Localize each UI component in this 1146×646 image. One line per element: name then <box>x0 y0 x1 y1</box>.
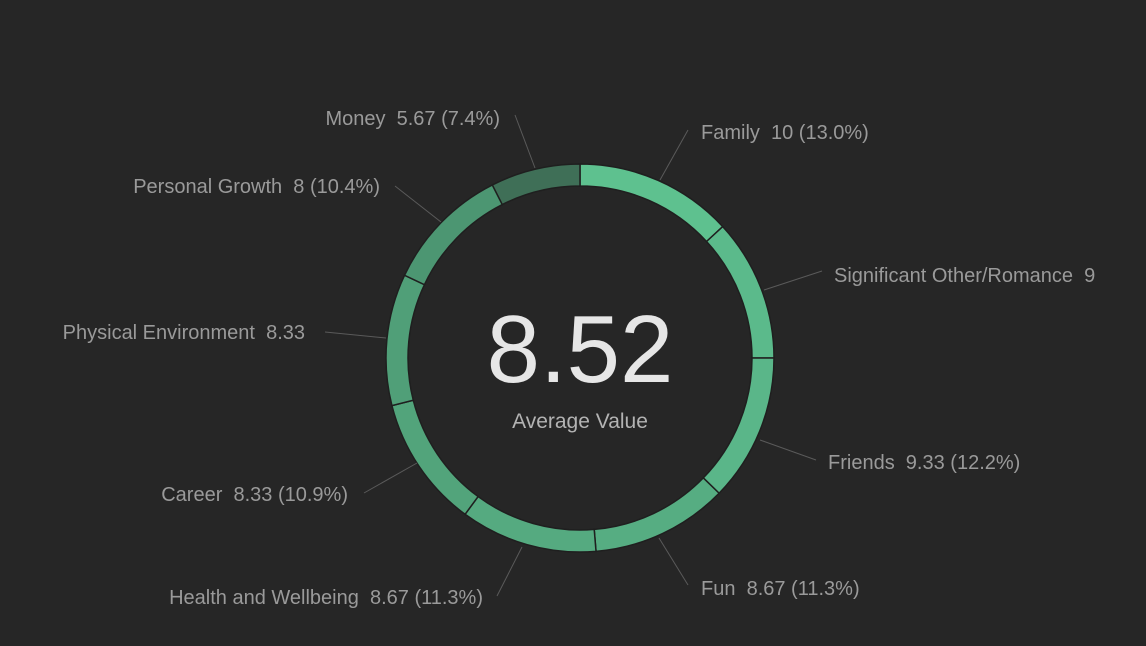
slice-money <box>491 163 581 206</box>
slice-career <box>391 399 480 516</box>
leader-line-significant-other-romance <box>763 270 823 291</box>
slice-significant-other-romance <box>705 225 775 359</box>
donut-slices <box>385 163 775 553</box>
leader-line-family <box>659 129 689 181</box>
slice-label-personal-growth: Personal Growth 8 (10.4%) <box>133 176 380 198</box>
slice-labels: Family 10 (13.0%) Significant Other/Roman… <box>63 108 1096 609</box>
leader-line-money <box>514 114 536 169</box>
slice-label-significant-other-romance: Significant Other/Romance 9 <box>834 265 1095 287</box>
leader-line-fun <box>658 537 689 586</box>
slice-friends <box>702 357 775 495</box>
leader-lines <box>324 114 823 597</box>
leader-line-career <box>363 462 418 494</box>
slice-family <box>579 163 724 243</box>
average-value-caption: Average Value <box>512 410 648 433</box>
slice-personal-growth <box>403 183 504 286</box>
slice-label-physical-environment: Physical Environment 8.33 <box>63 322 305 344</box>
slice-health-and-wellbeing <box>464 495 597 553</box>
slice-label-career: Career 8.33 (10.9%) <box>161 484 348 506</box>
slice-fun <box>593 476 721 553</box>
leader-line-friends <box>759 439 817 461</box>
slice-label-money: Money 5.67 (7.4%) <box>325 108 500 130</box>
slice-label-health-and-wellbeing: Health and Wellbeing 8.67 (11.3%) <box>169 587 483 609</box>
leader-line-health-and-wellbeing <box>496 546 523 597</box>
slice-label-fun: Fun 8.67 (11.3%) <box>701 578 860 600</box>
slice-physical-environment <box>385 274 426 407</box>
slice-label-family: Family 10 (13.0%) <box>701 122 869 144</box>
leader-line-personal-growth <box>394 185 442 223</box>
average-value: 8.52 <box>487 296 674 403</box>
slice-label-friends: Friends 9.33 (12.2%) <box>828 452 1020 474</box>
leader-line-physical-environment <box>324 331 387 339</box>
